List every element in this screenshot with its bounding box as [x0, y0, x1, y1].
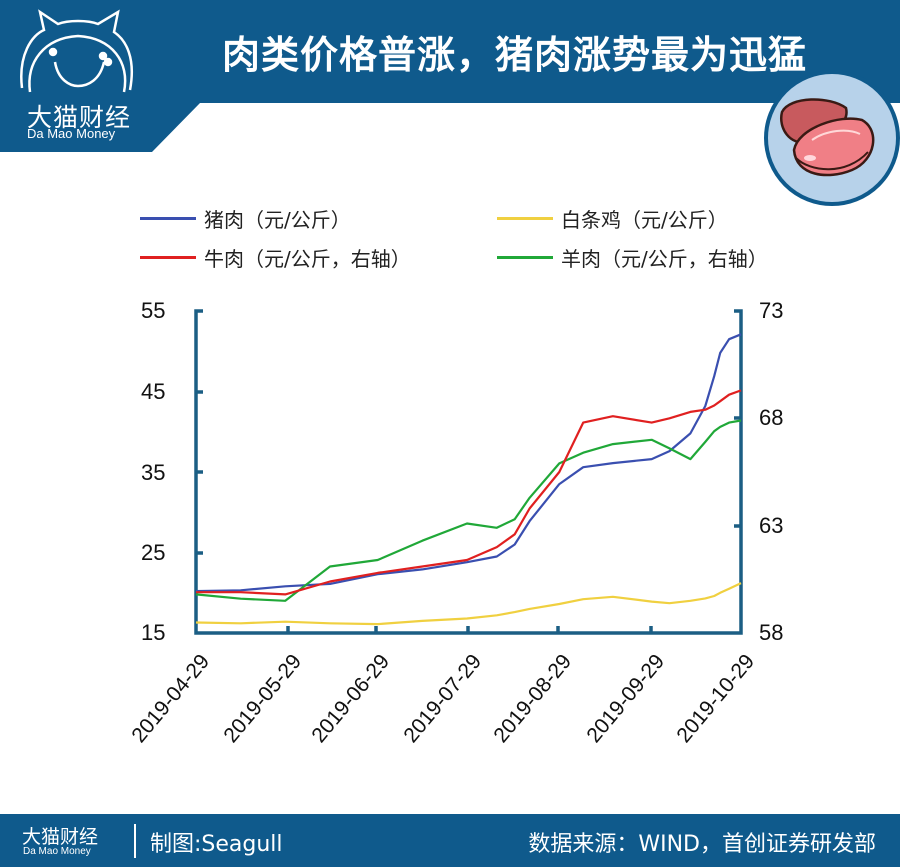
logo-text-cn: 大猫财经	[27, 103, 132, 132]
y-left-tick: 55	[141, 298, 166, 323]
series-line	[195, 333, 742, 593]
y-right-tick: 68	[759, 405, 784, 430]
y-left-tick: 35	[141, 460, 166, 485]
footer-bar	[0, 814, 900, 867]
legend-swatch-chicken	[497, 217, 553, 220]
legend-swatch-pork	[140, 217, 196, 220]
legend-item-pork: 猪肉（元/公斤）	[140, 204, 351, 233]
chart-maker-credit: 制图:Seagull	[150, 832, 283, 857]
chart-axes	[194, 309, 743, 635]
footer-divider	[134, 824, 136, 858]
legend-swatch-beef	[140, 256, 196, 259]
legend-label: 猪肉（元/公斤）	[204, 208, 351, 232]
y-right-tick: 63	[759, 513, 784, 538]
series-line	[195, 582, 742, 626]
footer-logo-cn: 大猫财经	[22, 826, 99, 848]
y-left-tick: 15	[141, 620, 166, 645]
y-right-tick: 73	[759, 298, 784, 323]
legend-label: 牛肉（元/公斤，右轴）	[204, 247, 411, 271]
legend-label: 白条鸡（元/公斤）	[561, 208, 728, 232]
meat-steak-icon	[764, 70, 900, 206]
y-left-tick: 25	[141, 540, 166, 565]
legend-label: 羊肉（元/公斤，右轴）	[561, 247, 768, 271]
legend-item-chicken: 白条鸡（元/公斤）	[497, 204, 728, 233]
y-right-tick: 58	[759, 620, 784, 645]
logo-text-en: Da Mao Money	[27, 126, 116, 141]
legend-item-beef: 牛肉（元/公斤，右轴）	[140, 243, 411, 272]
series-line	[196, 389, 742, 596]
page-title: 肉类价格普涨，猪肉涨势最为迅猛	[222, 33, 808, 77]
series-line	[195, 419, 742, 602]
legend-item-mutton: 羊肉（元/公斤，右轴）	[497, 243, 768, 272]
cat-logo-icon	[20, 9, 134, 93]
footer-logo-en: Da Mao Money	[23, 846, 91, 857]
legend-swatch-mutton	[497, 256, 553, 259]
y-left-tick: 45	[141, 379, 166, 404]
data-source-credit: 数据来源：WIND，首创证券研发部	[528, 832, 876, 857]
